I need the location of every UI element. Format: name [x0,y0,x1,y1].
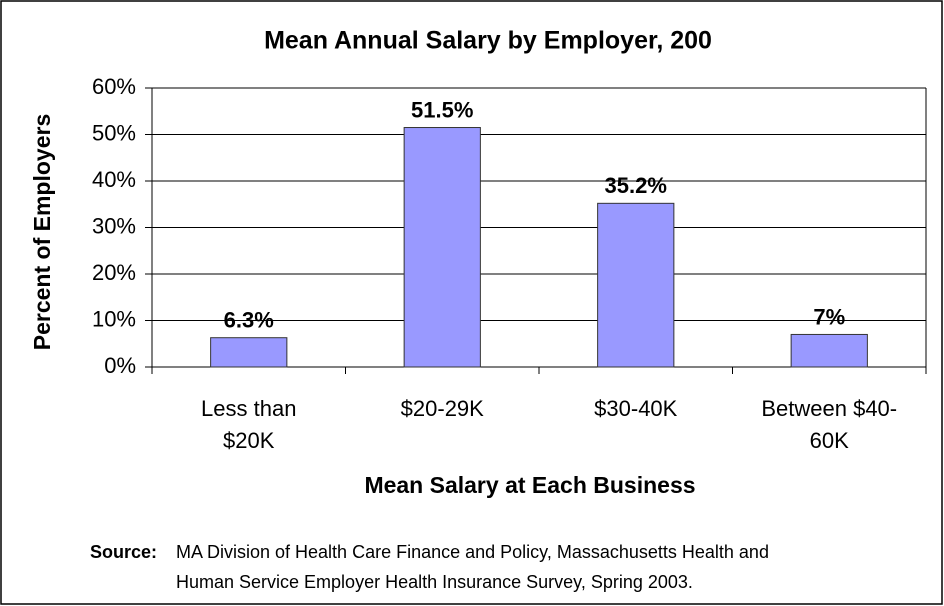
y-tick-label: 10% [92,306,136,331]
y-tick-label: 40% [92,167,136,192]
x-tick-label: $20-29K [401,396,485,421]
data-label: 35.2% [605,173,667,198]
y-tick-label: 20% [92,260,136,285]
x-tick-label: $20K [223,428,275,453]
y-tick-label: 50% [92,120,136,145]
bar [403,127,481,368]
bar [210,337,288,368]
y-tick-label: 30% [92,213,136,238]
x-tick-label: Less than [201,396,296,421]
chart-title: Mean Annual Salary by Employer, 200 [264,27,712,55]
bar [790,333,868,368]
source-text: Human Service Employer Health Insurance … [176,572,693,592]
x-axis-label: Mean Salary at Each Business [364,472,695,498]
bar [597,202,675,368]
y-tick-label: 0% [104,353,136,378]
data-label: 7% [813,304,845,329]
data-label: 51.5% [411,97,473,122]
data-label: 6.3% [224,308,274,333]
y-tick-label: 60% [92,74,136,99]
x-tick-label: 60K [810,428,849,453]
y-axis-label: Percent of Employers [29,114,55,350]
x-tick-label: $30-40K [594,396,678,421]
source-label: Source: [90,542,157,562]
source-text: MA Division of Health Care Finance and P… [176,542,769,562]
x-tick-label: Between $40- [761,396,897,421]
